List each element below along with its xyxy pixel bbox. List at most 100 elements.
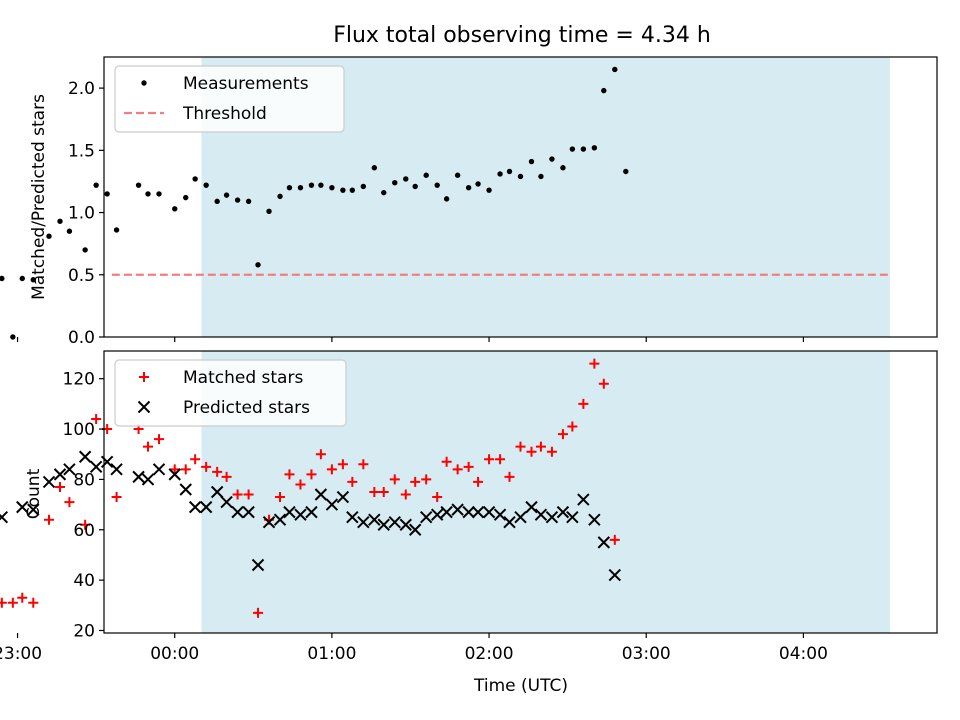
- data-point: [546, 446, 557, 457]
- data-point: [180, 464, 191, 475]
- data-point: [560, 165, 566, 171]
- data-point: [245, 198, 252, 205]
- data-point: [475, 181, 481, 187]
- data-point: [243, 489, 254, 500]
- data-point: [17, 592, 28, 603]
- data-point: [421, 474, 432, 485]
- data-point: [588, 513, 601, 526]
- data-point: [557, 429, 568, 440]
- data-point: [497, 171, 503, 177]
- axes-frame: [103, 56, 938, 338]
- data-point: [43, 514, 54, 525]
- data-point: [601, 87, 607, 94]
- data-point: [318, 182, 324, 188]
- data-point: [408, 523, 422, 536]
- data-point: [16, 500, 29, 514]
- data-point: [221, 471, 232, 482]
- data-point: [337, 459, 348, 470]
- y-tick-label: 0.0: [68, 328, 95, 348]
- data-point: [358, 459, 369, 470]
- data-point: [80, 519, 91, 530]
- data-point: [325, 498, 339, 511]
- data-point: [314, 488, 328, 501]
- data-point: [517, 173, 524, 180]
- data-point: [525, 500, 538, 514]
- data-point: [42, 475, 56, 489]
- data-point: [232, 489, 243, 500]
- data-point: [612, 66, 618, 73]
- legend-label: Predicted stars: [183, 398, 310, 418]
- data-point: [283, 505, 296, 519]
- data-point: [82, 247, 88, 253]
- data-point: [110, 463, 123, 476]
- data-point: [111, 492, 122, 503]
- data-point: [135, 182, 142, 188]
- data-point: [154, 434, 165, 445]
- series-predicted-stars: [0, 450, 622, 582]
- data-point: [484, 454, 495, 465]
- data-point: [430, 508, 444, 521]
- data-point: [347, 476, 358, 487]
- data-point: [143, 441, 154, 452]
- data-point: [251, 558, 265, 572]
- series-measurements: [0, 66, 629, 340]
- data-point: [78, 450, 92, 463]
- bottom-y-axis-label: Count: [24, 468, 44, 519]
- legend-label: Measurements: [183, 74, 309, 94]
- data-point: [528, 158, 535, 165]
- data-point: [0, 275, 5, 282]
- data-point: [66, 228, 73, 234]
- data-point: [503, 516, 516, 529]
- data-point: [295, 479, 306, 490]
- data-point: [482, 505, 496, 519]
- data-point: [556, 505, 570, 519]
- data-point: [306, 469, 317, 480]
- data-point: [132, 470, 145, 484]
- data-point: [210, 485, 224, 499]
- data-point: [286, 184, 293, 191]
- axes-frame: [103, 350, 938, 634]
- data-point: [242, 505, 255, 519]
- data-point: [412, 183, 418, 190]
- data-point: [462, 505, 475, 519]
- data-point: [452, 464, 463, 475]
- data-point: [392, 179, 398, 186]
- data-point: [360, 183, 367, 190]
- data-point: [188, 500, 202, 514]
- y-tick-label: 60: [73, 521, 95, 541]
- y-tick-label: 120: [63, 370, 95, 390]
- data-point: [145, 191, 151, 197]
- data-point: [183, 194, 189, 201]
- data-point: [608, 568, 622, 582]
- data-point: [190, 454, 201, 465]
- data-point: [623, 168, 629, 175]
- x-tick-label: 23:00: [0, 644, 42, 664]
- data-point: [203, 182, 209, 188]
- data-point: [275, 492, 286, 503]
- data-point: [284, 469, 295, 480]
- data-point: [463, 461, 474, 472]
- data-point: [336, 490, 350, 504]
- data-point: [504, 471, 515, 482]
- y-tick-label: 40: [73, 571, 95, 591]
- y-tick-label: 100: [63, 420, 95, 440]
- data-point: [454, 172, 461, 178]
- data-point: [315, 449, 326, 460]
- data-point: [201, 461, 212, 472]
- y-tick-label: 20: [73, 621, 95, 641]
- data-point: [305, 505, 318, 519]
- data-point: [308, 182, 315, 188]
- data-point: [113, 227, 120, 233]
- data-point: [93, 182, 99, 188]
- data-point: [141, 473, 155, 486]
- data-point: [580, 146, 587, 152]
- data-point: [400, 489, 411, 500]
- data-point: [212, 466, 223, 477]
- data-point: [255, 262, 261, 268]
- data-point: [0, 597, 7, 608]
- data-point: [294, 508, 307, 521]
- data-point: [220, 495, 233, 509]
- x-tick-label: 01:00: [307, 644, 356, 664]
- data-point: [471, 505, 485, 519]
